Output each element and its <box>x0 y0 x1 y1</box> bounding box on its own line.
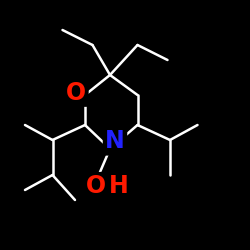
Text: H: H <box>109 174 128 198</box>
Text: O: O <box>86 174 106 198</box>
Text: H: H <box>109 174 128 198</box>
Text: N: N <box>105 129 125 153</box>
Text: O: O <box>66 80 86 104</box>
Text: O: O <box>86 174 106 198</box>
Text: N: N <box>105 129 125 153</box>
Text: O: O <box>66 80 86 104</box>
